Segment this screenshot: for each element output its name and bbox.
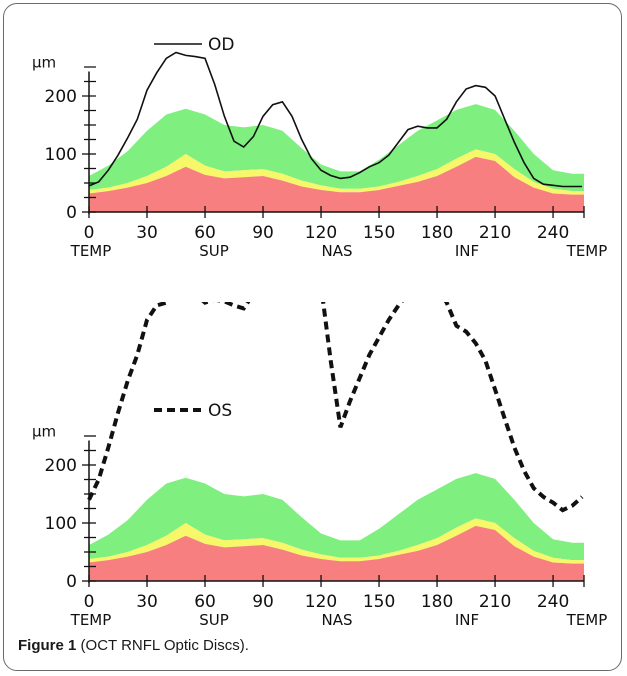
x-tick-label: 90 xyxy=(252,223,274,243)
legend-label: OS xyxy=(208,401,232,421)
y-tick-label: 0 xyxy=(66,572,77,592)
sector-label: TEMP xyxy=(70,242,112,260)
x-tick-label: 0 xyxy=(84,592,95,612)
x-tick-label: 30 xyxy=(136,592,158,612)
caption-label: Figure 1 xyxy=(18,637,77,654)
normal-band xyxy=(89,473,584,561)
sector-label: NAS xyxy=(321,242,352,260)
y-tick-label: 200 xyxy=(45,87,77,107)
sector-label: TEMP xyxy=(566,611,608,629)
x-tick-label: 180 xyxy=(421,223,453,243)
x-tick-label: 120 xyxy=(305,592,337,612)
y-tick-label: 100 xyxy=(45,145,77,165)
caption-text: (OCT RNFL Optic Discs). xyxy=(80,637,249,654)
borderline-band xyxy=(89,149,584,195)
x-tick-label: 180 xyxy=(421,592,453,612)
y-axis-label: μm xyxy=(32,423,56,441)
x-tick-label: 0 xyxy=(84,223,95,243)
sector-label: SUP xyxy=(199,611,229,629)
sector-label: INF xyxy=(455,611,479,629)
x-tick-label: 60 xyxy=(194,592,216,612)
abnormal-band xyxy=(89,525,584,581)
x-tick-label: 120 xyxy=(305,223,337,243)
abnormal-band xyxy=(89,156,584,212)
figure-caption: Figure 1 (OCT RNFL Optic Discs). xyxy=(18,637,249,654)
x-tick-label: 240 xyxy=(537,592,569,612)
series-line-os xyxy=(87,302,584,513)
x-tick-label: 150 xyxy=(363,592,395,612)
sector-label: INF xyxy=(455,242,479,260)
x-tick-label: 60 xyxy=(194,223,216,243)
x-tick-label: 210 xyxy=(479,223,511,243)
x-tick-label: 150 xyxy=(363,223,395,243)
sector-label: TEMP xyxy=(70,611,112,629)
borderline-band xyxy=(89,518,584,564)
legend-label: OD xyxy=(208,35,234,55)
y-axis-label: μm xyxy=(32,54,56,72)
x-tick-label: 240 xyxy=(537,223,569,243)
y-tick-label: 0 xyxy=(66,203,77,223)
sector-label: TEMP xyxy=(566,242,608,260)
x-tick-label: 210 xyxy=(479,592,511,612)
x-tick-label: 90 xyxy=(252,592,274,612)
y-tick-label: 100 xyxy=(45,514,77,534)
sector-label: SUP xyxy=(199,242,229,260)
figure-frame: 0 100 200 μm 0 30 60 90 120 150 180 210 240 TEMP SUP NA… xyxy=(3,3,622,671)
y-tick-label: 200 xyxy=(45,456,77,476)
x-tick-label: 30 xyxy=(136,223,158,243)
sector-label: NAS xyxy=(321,611,352,629)
series-line-od xyxy=(88,51,583,188)
normal-band xyxy=(89,104,584,192)
